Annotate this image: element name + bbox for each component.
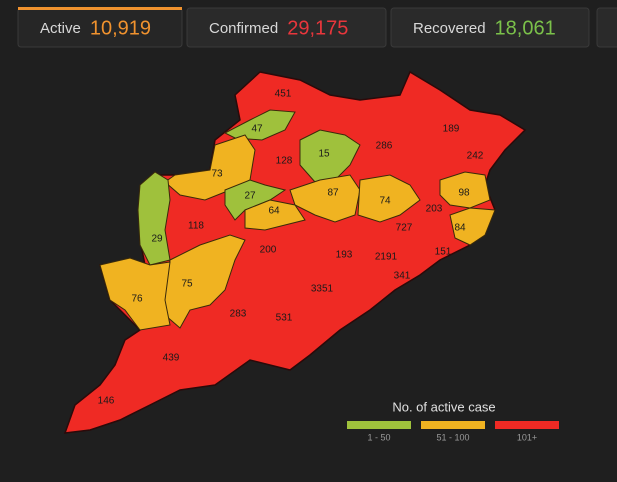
district-label: 73 <box>211 169 223 180</box>
district-label: 341 <box>394 271 411 282</box>
district-label: 15 <box>318 149 330 160</box>
legend-swatch <box>347 421 411 429</box>
tab-value: 10,919 <box>90 17 151 39</box>
tab-value: 29,175 <box>287 17 348 39</box>
legend-label: 1 - 50 <box>367 432 390 442</box>
tab[interactable]: Recovered 18,061 <box>390 7 590 48</box>
district-label: 128 <box>276 156 293 167</box>
legend-swatch <box>421 421 485 429</box>
district-label: 118 <box>188 221 204 232</box>
tab-value: 18,061 <box>495 17 556 39</box>
district-label: 98 <box>458 188 470 199</box>
tab[interactable]: Active 10,919 <box>17 7 183 48</box>
district-label: 203 <box>426 204 443 215</box>
district <box>244 199 306 231</box>
district-label: 151 <box>435 247 452 258</box>
district-label: 189 <box>443 124 460 135</box>
legend: No. of active case 1 - 50 51 - 100 101+ <box>347 399 559 442</box>
district-label: 451 <box>275 89 292 100</box>
district-label: 87 <box>327 188 339 199</box>
district <box>357 174 421 223</box>
district-label: 439 <box>163 353 180 364</box>
district-label: 84 <box>454 223 466 234</box>
district-label: 146 <box>98 396 115 407</box>
district-label: 75 <box>181 279 193 290</box>
district <box>449 207 496 246</box>
tab-box <box>390 7 590 48</box>
tab-label: Confirmed <box>209 20 278 37</box>
district-label: 193 <box>336 250 353 261</box>
district <box>439 171 491 209</box>
district-label: 200 <box>260 245 277 256</box>
legend-swatch <box>495 421 559 429</box>
district-label: 2191 <box>375 252 398 263</box>
tab-label: Active <box>40 20 81 37</box>
tab[interactable]: Confirmed 29,175 <box>186 7 387 48</box>
district <box>299 129 361 183</box>
district-label: 283 <box>230 309 247 320</box>
district-label: 531 <box>276 313 293 324</box>
district-label: 29 <box>151 234 163 245</box>
tab-bar: Active 10,919 Confirmed 29,175 Recovered 18,0… <box>17 7 617 48</box>
district-label: 27 <box>244 191 256 202</box>
legend-label: 51 - 100 <box>436 432 469 442</box>
district-label: 242 <box>467 151 484 162</box>
district-label: 47 <box>251 124 263 135</box>
legend-label: 101+ <box>517 432 537 442</box>
district-map: 451 47 189 128 15 286 242 73 98 27 87 74 64 203 118 84 7… <box>98 89 496 407</box>
tab-box <box>186 7 387 48</box>
district-label: 3351 <box>311 284 334 295</box>
district <box>289 174 361 223</box>
district-label: 76 <box>131 294 143 305</box>
legend-title: No. of active case <box>392 399 495 414</box>
district-label: 74 <box>379 196 391 207</box>
district <box>164 134 256 201</box>
tab-partial <box>596 7 617 48</box>
district <box>137 171 171 266</box>
district-label: 727 <box>396 223 413 234</box>
district-label: 64 <box>268 206 280 217</box>
tab-label: Recovered <box>413 20 486 37</box>
district <box>99 257 171 331</box>
tab-active-indicator <box>18 7 182 10</box>
district-label: 286 <box>376 141 393 152</box>
